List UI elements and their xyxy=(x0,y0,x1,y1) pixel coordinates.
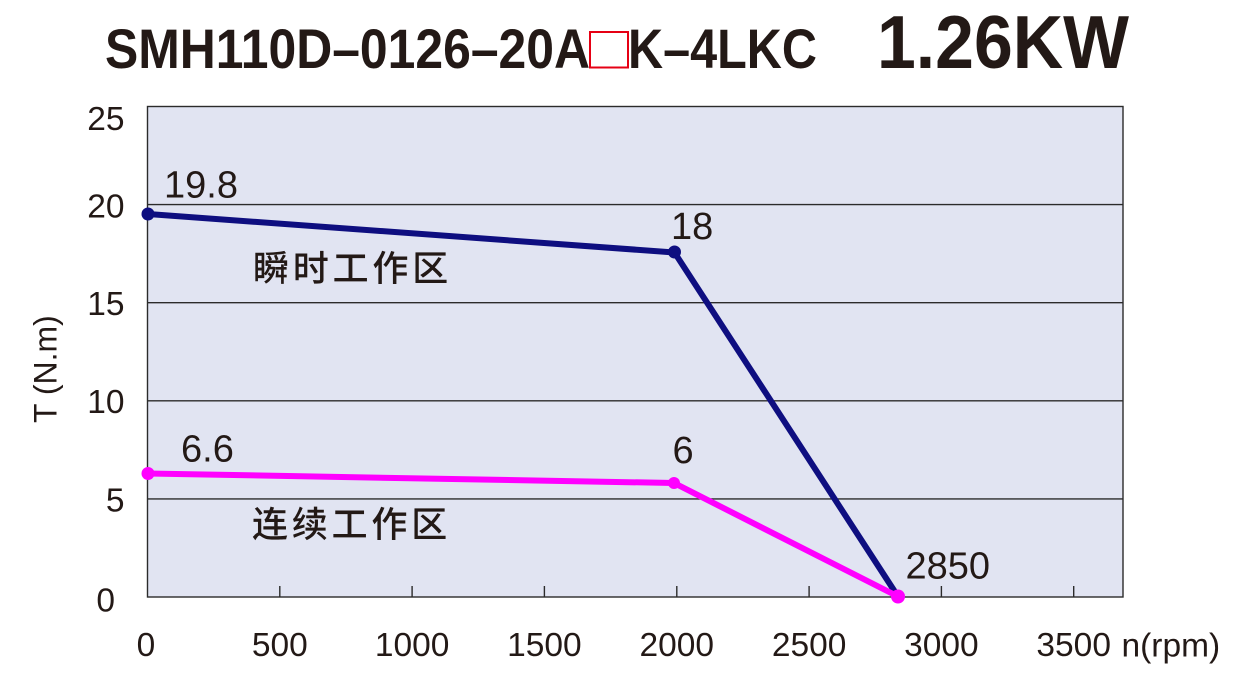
svg-text:3000: 3000 xyxy=(904,627,979,664)
svg-text:0: 0 xyxy=(137,627,156,664)
svg-text:2850: 2850 xyxy=(906,546,991,588)
svg-text:1.26KW: 1.26KW xyxy=(877,0,1129,84)
svg-text:19.8: 19.8 xyxy=(164,165,238,207)
svg-text:SMH110D–0126–20A: SMH110D–0126–20A xyxy=(105,18,590,80)
svg-text:T (N.m): T (N.m) xyxy=(28,315,64,423)
svg-text:0: 0 xyxy=(96,583,115,620)
svg-text:500: 500 xyxy=(252,627,308,664)
svg-text:10: 10 xyxy=(87,384,124,421)
svg-text:15: 15 xyxy=(87,286,124,323)
svg-text:1500: 1500 xyxy=(507,627,582,664)
svg-text:20: 20 xyxy=(87,189,124,226)
svg-text:1000: 1000 xyxy=(375,627,450,664)
svg-text:5: 5 xyxy=(106,483,125,520)
svg-text:2500: 2500 xyxy=(772,627,847,664)
svg-text:25: 25 xyxy=(87,101,124,138)
svg-text:6.6: 6.6 xyxy=(181,429,234,471)
svg-text:n(rpm): n(rpm) xyxy=(1122,628,1221,665)
svg-text:18: 18 xyxy=(671,206,713,248)
svg-text:2000: 2000 xyxy=(640,627,715,664)
svg-text:3500: 3500 xyxy=(1036,627,1111,664)
svg-text:6: 6 xyxy=(673,430,694,472)
svg-text:K–4LKC: K–4LKC xyxy=(628,18,817,80)
